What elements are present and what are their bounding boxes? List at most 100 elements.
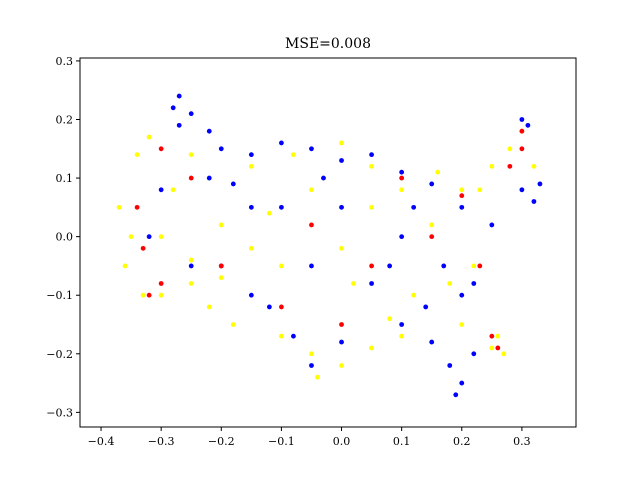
- data-point: [429, 181, 435, 187]
- chart-title: MSE=0.008: [285, 36, 371, 52]
- data-point: [369, 263, 374, 269]
- data-point: [339, 204, 344, 210]
- y-tick-label: −0.3: [46, 406, 73, 419]
- data-point: [339, 140, 344, 146]
- data-point: [447, 363, 453, 368]
- data-point: [266, 210, 272, 216]
- data-point: [537, 181, 543, 187]
- data-point: [188, 281, 194, 286]
- data-point: [230, 322, 236, 327]
- data-point: [351, 281, 356, 286]
- x-tick-label: −0.2: [208, 435, 235, 448]
- x-tick-label: 0.1: [393, 435, 411, 448]
- x-tick-label: −0.1: [268, 435, 295, 448]
- data-point: [206, 175, 212, 181]
- data-point: [459, 204, 465, 210]
- data-point: [459, 292, 465, 298]
- data-point: [279, 333, 284, 339]
- data-point: [411, 204, 417, 210]
- data-point: [158, 187, 164, 193]
- data-point: [495, 333, 501, 339]
- data-point: [188, 257, 194, 263]
- data-point: [339, 339, 344, 345]
- data-point: [495, 345, 501, 351]
- y-tick-label: −0.1: [46, 289, 73, 302]
- data-point: [279, 140, 284, 146]
- data-point: [429, 234, 435, 240]
- data-point: [435, 169, 441, 175]
- data-point: [218, 263, 224, 269]
- data-point: [531, 163, 537, 169]
- points-layer: [116, 93, 543, 398]
- data-point: [134, 152, 140, 158]
- y-tick-label: −0.2: [46, 348, 73, 361]
- data-point: [489, 345, 495, 351]
- data-point: [321, 175, 326, 181]
- data-point: [501, 351, 507, 357]
- data-point: [507, 163, 513, 169]
- x-tick-label: −0.4: [88, 435, 115, 448]
- data-point: [146, 234, 152, 240]
- data-point: [459, 187, 465, 193]
- data-point: [315, 374, 320, 380]
- y-tick-label: 0.2: [56, 114, 74, 127]
- data-point: [140, 292, 146, 298]
- data-point: [369, 204, 374, 210]
- x-tick-label: 0.0: [333, 435, 351, 448]
- data-point: [146, 292, 152, 298]
- data-point: [369, 152, 374, 158]
- plot-frame: [79, 57, 577, 428]
- data-point: [399, 234, 405, 240]
- data-point: [471, 351, 477, 357]
- data-point: [429, 222, 435, 228]
- data-point: [188, 152, 194, 158]
- data-point: [519, 187, 525, 193]
- y-axis: −0.3 −0.2 −0.1 0.0 0.1 0.2 0.3: [46, 55, 80, 419]
- data-point: [369, 345, 374, 351]
- data-point: [176, 122, 182, 128]
- data-point: [291, 333, 296, 339]
- data-point: [369, 163, 374, 169]
- data-point: [459, 193, 465, 199]
- data-point: [387, 316, 393, 322]
- data-point: [206, 304, 212, 310]
- data-point: [248, 152, 254, 158]
- data-point: [266, 304, 272, 310]
- data-point: [531, 199, 537, 204]
- data-point: [369, 281, 374, 286]
- data-point: [459, 380, 465, 386]
- data-point: [218, 275, 224, 281]
- data-point: [339, 245, 344, 251]
- data-point: [411, 292, 417, 298]
- data-point: [134, 204, 140, 210]
- y-tick-label: 0.0: [56, 231, 74, 244]
- data-point: [248, 163, 254, 169]
- data-point: [507, 146, 513, 152]
- data-point: [218, 146, 224, 152]
- x-axis: −0.4 −0.3 −0.2 −0.1 0.0 0.1 0.2 0.3: [88, 427, 531, 448]
- data-point: [525, 122, 531, 128]
- data-point: [309, 222, 314, 228]
- data-point: [459, 322, 465, 327]
- data-point: [291, 152, 296, 158]
- data-point: [170, 187, 176, 193]
- data-point: [279, 204, 284, 210]
- data-point: [489, 333, 495, 339]
- data-point: [477, 187, 483, 193]
- data-point: [248, 245, 254, 251]
- data-point: [188, 175, 194, 181]
- x-tick-label: −0.3: [148, 435, 175, 448]
- data-point: [206, 128, 212, 134]
- data-point: [309, 146, 314, 152]
- data-point: [158, 146, 164, 152]
- data-point: [519, 128, 525, 134]
- data-point: [176, 93, 182, 99]
- y-tick-label: 0.3: [56, 55, 74, 68]
- data-point: [429, 339, 435, 345]
- data-point: [471, 281, 477, 286]
- data-point: [339, 158, 344, 163]
- data-point: [489, 222, 495, 228]
- data-point: [441, 263, 447, 269]
- plot-area: [80, 58, 576, 427]
